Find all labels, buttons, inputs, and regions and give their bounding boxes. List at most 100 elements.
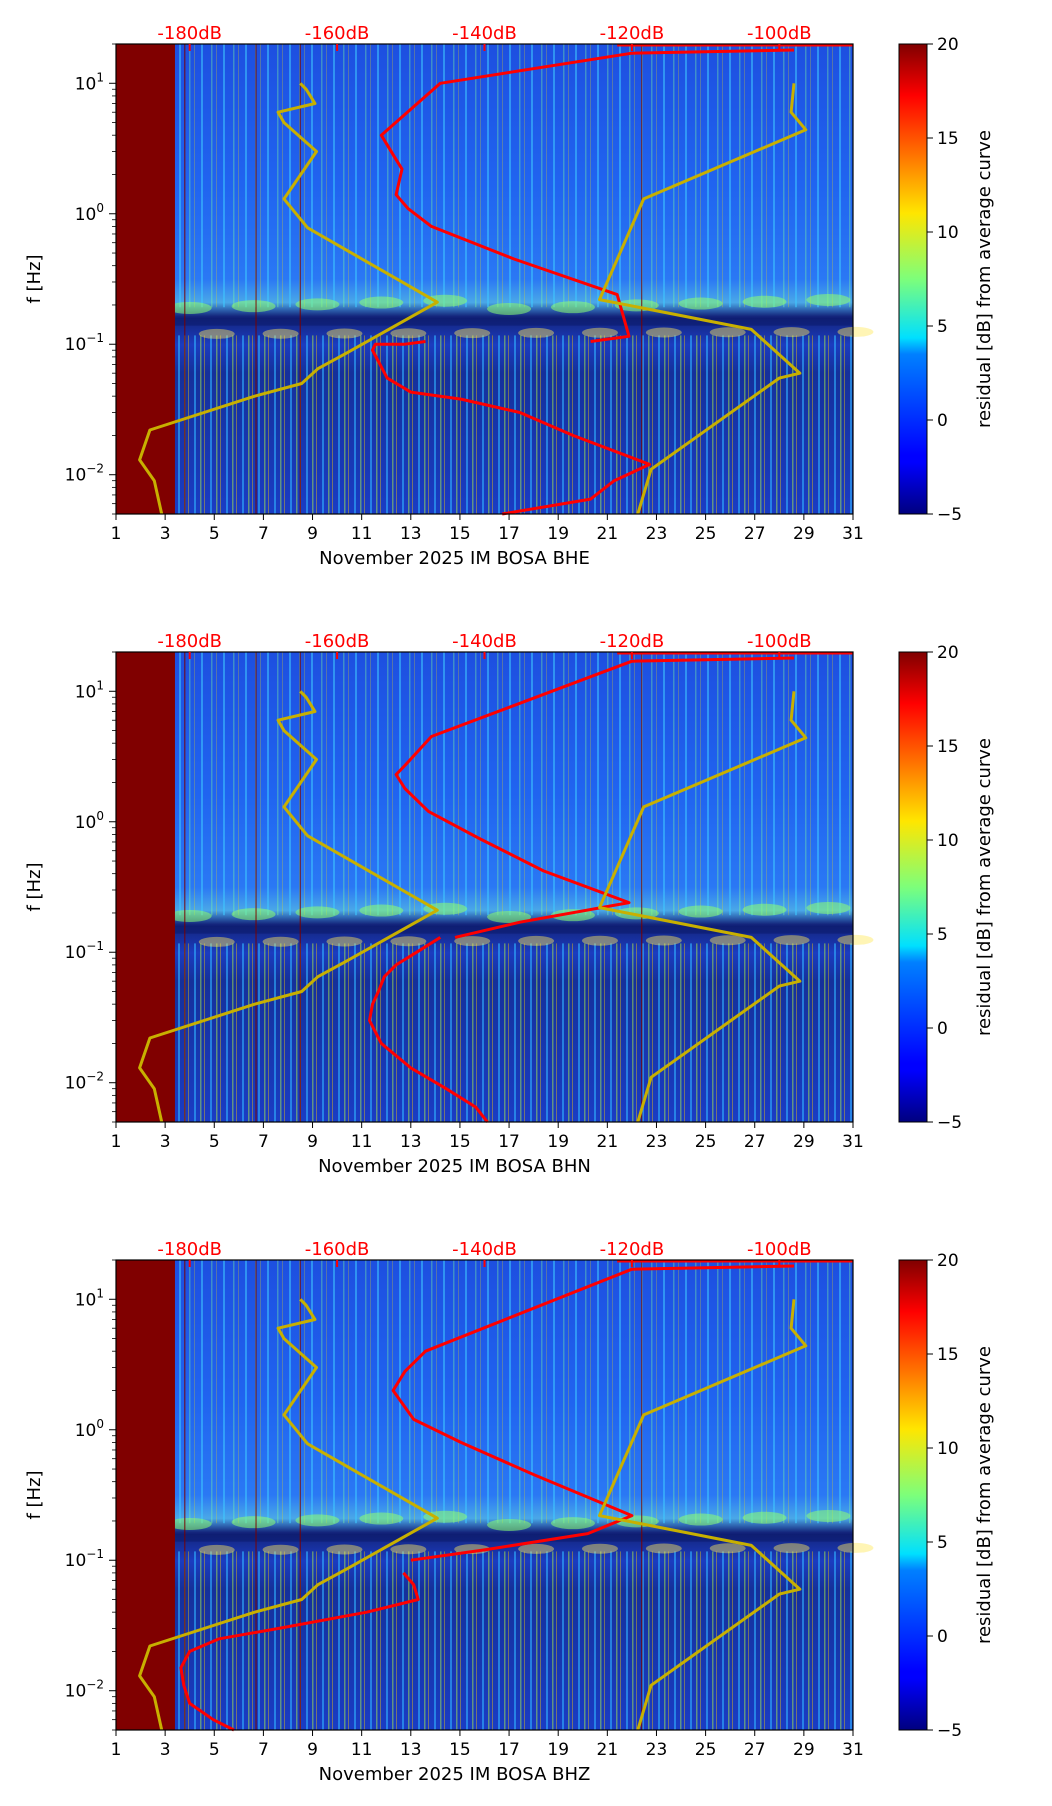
noise-notch-band [116, 317, 853, 326]
microseism-blob [581, 1543, 618, 1554]
data-gap-region [116, 652, 175, 1122]
microseism-blob [487, 1518, 532, 1531]
spectrogram-lower-streaks [116, 943, 853, 1122]
microseism-blob [359, 1512, 404, 1525]
x-tick-label: 5 [209, 524, 220, 544]
microseism-blob [806, 1509, 851, 1522]
microseism-blob [518, 1543, 555, 1554]
microseism-blob [709, 1543, 746, 1554]
db-scale-label: -160dB [305, 23, 370, 44]
x-tick-label: 1 [111, 1740, 122, 1760]
db-scale-label: -140dB [452, 631, 517, 652]
microseism-blob [262, 328, 299, 339]
microseism-blob [773, 935, 810, 946]
chart-panel-bhn: 1 3 5 7 9 11 13 15 17 19 21 23 25 27 29 3110110010−110−… [24, 631, 995, 1177]
x-tick-label: 27 [744, 524, 766, 544]
db-scale-label: -140dB [452, 1239, 517, 1260]
x-tick-label: 7 [258, 1740, 269, 1760]
x-tick-label: 11 [351, 1740, 373, 1760]
y-tick-label: 10−1 [65, 331, 104, 355]
x-tick-label: 13 [400, 1740, 422, 1760]
x-tick-label: 19 [547, 1132, 569, 1152]
microseism-blob [806, 293, 851, 306]
microseism-blob [198, 1544, 235, 1555]
colorbar-tick-label: 0 [937, 1019, 948, 1039]
x-tick-label: 1 [111, 1132, 122, 1152]
colorbar-tick-label: 5 [937, 925, 948, 945]
microseism-blob [198, 936, 235, 947]
microseism-blob [709, 935, 746, 946]
x-tick-label: 31 [842, 1132, 864, 1152]
microseism-blob [167, 909, 212, 922]
microseism-blob [295, 906, 340, 919]
data-gap-region [116, 44, 175, 514]
noise-model-curve [598, 691, 808, 1123]
x-tick-label: 11 [351, 524, 373, 544]
colorbar-tick-label: −5 [937, 505, 962, 525]
x-tick-label: 29 [793, 1132, 815, 1152]
colorbar [898, 651, 928, 1123]
microseism-blob [295, 298, 340, 311]
microseism-blob [359, 296, 404, 309]
x-tick-label: 1 [111, 524, 122, 544]
x-tick-label: 15 [449, 1740, 471, 1760]
noise-model-curve [598, 1299, 808, 1731]
colorbar-tick-label: 15 [937, 737, 959, 757]
x-axis-label: November 2025 IM BOSA BHE [319, 548, 590, 569]
microseism-blob [806, 901, 851, 914]
x-axis-label: November 2025 IM BOSA BHZ [319, 1764, 591, 1785]
colorbar-tick-label: 10 [937, 831, 959, 851]
y-tick-label: 100 [75, 1417, 104, 1441]
colorbar-tick-label: −5 [937, 1721, 962, 1741]
microseism-blob [231, 300, 276, 313]
microseism-blob [742, 903, 787, 916]
microseism-blob [231, 1516, 276, 1529]
x-tick-label: 23 [646, 1132, 668, 1152]
x-tick-label: 27 [744, 1740, 766, 1760]
chart-panel-bhe: 1 3 5 7 9 11 13 15 17 19 21 23 25 27 29 3110110010−110−… [24, 23, 995, 569]
db-scale-label: -100dB [747, 23, 812, 44]
colorbar-tick-label: 15 [937, 1345, 959, 1365]
y-tick-label: 100 [75, 809, 104, 833]
noise-notch-band [116, 1533, 853, 1542]
x-tick-label: 17 [498, 1740, 520, 1760]
microseism-blob [742, 1511, 787, 1524]
db-scale-label: -180dB [157, 631, 222, 652]
x-tick-label: 13 [400, 524, 422, 544]
y-axis-label: f [Hz] [24, 254, 45, 303]
y-tick-label: 101 [75, 678, 104, 702]
psd-red-curve [371, 340, 652, 516]
x-tick-label: 17 [498, 1132, 520, 1152]
x-tick-label: 23 [646, 524, 668, 544]
colorbar-tick-label: 5 [937, 317, 948, 337]
microseism-blob [518, 327, 555, 338]
colorbar [898, 43, 928, 515]
psd-red-curve [179, 1571, 420, 1732]
microseism-blob [231, 908, 276, 921]
spectrogram-upper-streaks [116, 652, 853, 916]
x-tick-label: 3 [160, 1740, 171, 1760]
data-gap-region [116, 1260, 175, 1730]
x-tick-label: 29 [793, 524, 815, 544]
microseism-blob [487, 910, 532, 923]
x-tick-label: 7 [258, 524, 269, 544]
colorbar-tick-label: −5 [937, 1113, 962, 1133]
microseism-blob [837, 934, 874, 945]
microseism-blob [454, 328, 491, 339]
microseism-blob [295, 1514, 340, 1527]
x-axis-label: November 2025 IM BOSA BHN [318, 1156, 591, 1177]
microseism-blob [359, 904, 404, 917]
x-tick-label: 19 [547, 1740, 569, 1760]
microseism-blob [390, 328, 427, 339]
db-scale-label: -100dB [747, 1239, 812, 1260]
x-tick-label: 21 [597, 1132, 619, 1152]
colorbar-tick-label: 0 [937, 411, 948, 431]
db-scale-label: -120dB [600, 1239, 665, 1260]
y-tick-label: 101 [75, 70, 104, 94]
colorbar-label: residual [dB] from average curve [974, 130, 995, 428]
y-tick-label: 100 [75, 201, 104, 225]
colorbar-label: residual [dB] from average curve [974, 1346, 995, 1644]
x-tick-label: 9 [307, 1132, 318, 1152]
x-tick-label: 31 [842, 1740, 864, 1760]
